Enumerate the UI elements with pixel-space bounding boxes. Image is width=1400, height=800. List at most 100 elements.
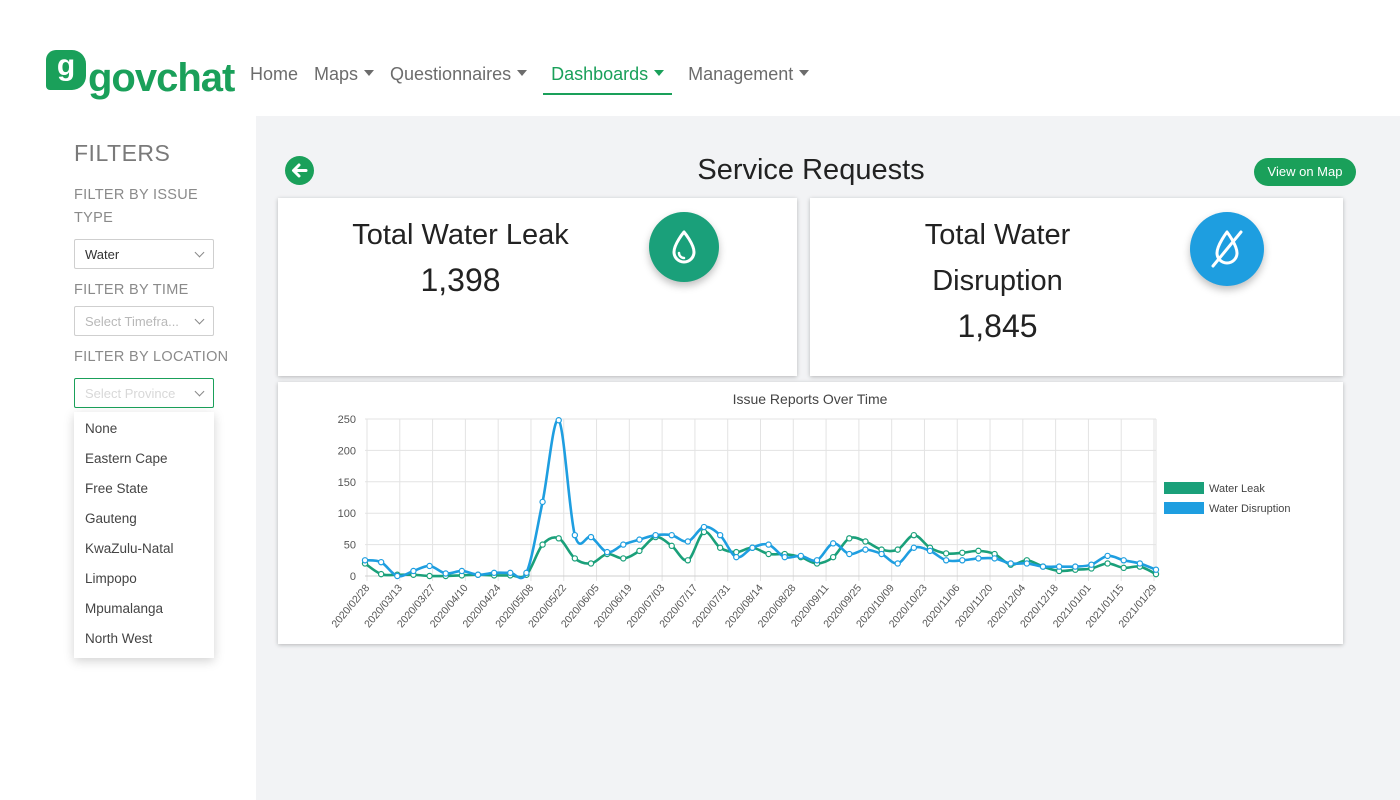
govchat-logo[interactable]: g govchat [46,50,235,101]
data-point-water-disruption [377,558,385,566]
province-option-free-state[interactable]: Free State [85,481,149,496]
data-point-water-disruption [426,562,433,570]
legend-label-water-disruption: Water Disruption [1209,503,1291,515]
data-point-water-disruption [749,544,756,551]
data-point-water-leak [1120,564,1127,572]
data-point-water-disruption [846,550,853,558]
province-option-mpumalanga[interactable]: Mpumalanga [85,601,164,616]
data-point-water-leak [975,547,982,555]
data-point-water-disruption [652,531,659,539]
data-point-water-disruption [490,569,498,577]
data-point-water-disruption [878,550,885,558]
data-point-water-disruption [926,547,934,555]
data-point-water-leak [716,544,724,551]
water-disruption-title-line2: Disruption [932,265,1063,297]
province-placeholder: Select Province [85,386,176,401]
data-point-water-leak [846,535,853,542]
province-option-limpopo[interactable]: Limpopo [85,571,137,586]
data-point-water-leak [1104,560,1111,567]
issue-reports-chart-card: Issue Reports Over Time 0 50 100 150 200 250 20… [278,382,1343,644]
data-point-water-disruption [1039,563,1047,570]
nav-maps-label: Maps [314,64,359,84]
data-point-water-disruption [507,569,514,577]
data-point-water-leak [684,557,692,564]
data-point-water-leak [377,570,385,578]
data-point-water-disruption [959,557,966,564]
data-point-water-leak [587,560,595,567]
water-disruption-title-line1: Total Water [924,219,1071,251]
dashboard-main: Service Requests View on Map Total Water… [256,116,1400,800]
nav-dashboards[interactable]: Dashboards [543,62,673,95]
nav-management[interactable]: Management [688,62,810,95]
arrow-left-icon [292,163,308,178]
legend-swatch-water-leak [1164,482,1204,494]
data-point-water-disruption [910,544,918,551]
data-point-water-disruption [603,548,611,556]
data-point-water-leak [733,548,740,556]
caret-down-icon [799,70,810,76]
issue-type-label: FILTER BY ISSUE TYPE [74,184,198,230]
water-off-icon [1190,212,1264,286]
data-point-water-leak [555,535,562,542]
data-point-water-leak [942,550,950,557]
data-point-water-disruption [571,531,579,539]
view-on-map-button[interactable]: View on Map [1254,158,1356,186]
nav-questionnaires[interactable]: Questionnaires [390,62,528,95]
data-point-water-disruption [781,553,788,561]
chart-title: Issue Reports Over Time [733,391,888,407]
nav-management-label: Management [688,64,794,84]
issue-type-label-line2: TYPE [74,210,114,226]
data-point-water-leak [765,550,772,558]
data-point-water-disruption [474,571,482,578]
data-point-water-leak [668,542,675,550]
y-tick-label: 150 [338,477,356,489]
nav-questionnaires-label: Questionnaires [390,64,512,84]
filters-title: FILTERS [74,140,171,166]
y-tick-label: 200 [338,445,356,457]
data-point-water-disruption [668,531,675,539]
issue-type-label-line1: FILTER BY ISSUE [74,187,199,203]
legend-swatch-water-disruption [1164,502,1204,514]
data-point-water-disruption [361,557,369,564]
chevron-down-icon [194,314,205,325]
province-select[interactable]: Select Province [74,378,214,408]
back-button[interactable] [285,156,314,185]
data-point-water-disruption [862,546,869,553]
logo-text: govchat [88,56,235,100]
caret-down-icon [654,70,665,76]
caret-down-icon [517,70,528,76]
nav-home-label: Home [250,64,299,84]
nav-home[interactable]: Home [250,62,298,95]
data-point-water-disruption [1104,552,1111,560]
province-option-kwazulu-natal[interactable]: KwaZulu-Natal [85,541,174,556]
data-point-water-disruption [797,552,805,560]
y-tick-label: 50 [344,540,356,552]
data-point-water-disruption [458,567,466,575]
timeframe-placeholder: Select Timefra... [85,314,179,329]
data-point-water-disruption [1152,566,1160,573]
province-option-gauteng[interactable]: Gauteng [85,511,137,526]
page-title: Service Requests [697,154,925,186]
data-point-water-disruption [587,533,595,541]
data-point-water-disruption [813,557,821,564]
water-disruption-title: Total Water Disruption [865,212,1130,304]
nav-maps[interactable]: Maps [314,62,375,95]
data-point-water-disruption [684,538,692,545]
water-disruption-card: Total Water Disruption 1,845 [810,198,1343,376]
top-navbar: g govchat Home Maps Questionnaires Dashb… [0,0,1400,116]
province-option-none[interactable]: None [85,421,118,436]
timeframe-select[interactable]: Select Timefra... [74,306,214,336]
data-point-water-disruption [1023,560,1031,567]
data-point-water-disruption [1120,557,1127,564]
data-point-water-leak [426,572,433,580]
data-point-water-disruption [442,570,449,577]
data-point-water-leak [700,528,708,536]
time-filter-label: FILTER BY TIME [74,282,189,298]
data-point-water-leak [571,555,579,562]
issue-type-select[interactable]: Water [74,239,214,269]
province-option-north-west[interactable]: North West [85,631,153,646]
water-drop-icon [649,212,719,282]
province-option-eastern-cape[interactable]: Eastern Cape [85,451,168,466]
data-point-water-disruption [991,555,998,562]
location-filter-label: FILTER BY LOCATION [74,349,229,365]
